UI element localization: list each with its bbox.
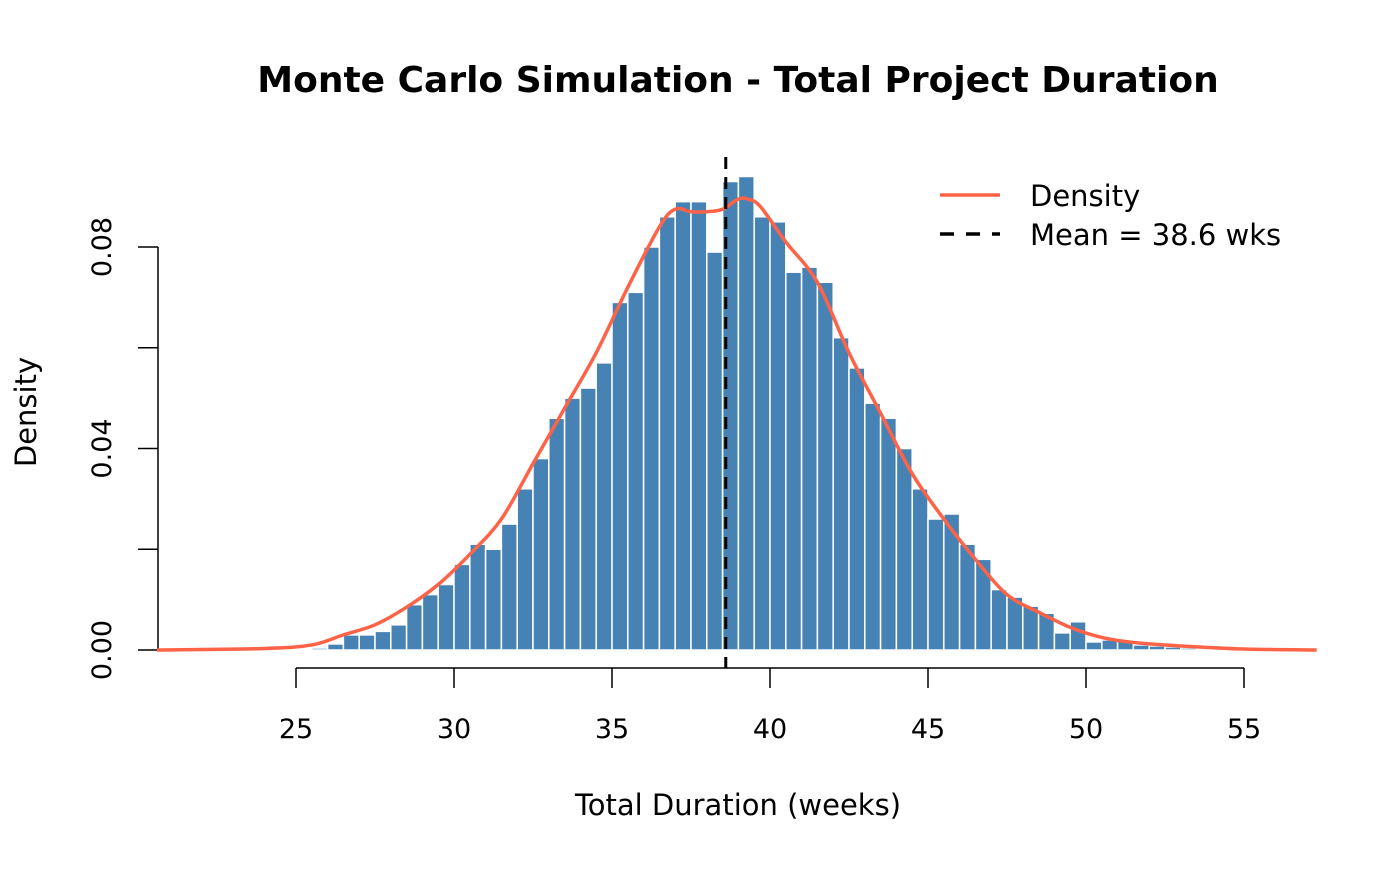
- histogram-bar: [595, 362, 613, 651]
- histogram-bar: [848, 367, 866, 651]
- histogram-bar: [516, 488, 534, 651]
- histogram-bar: [769, 221, 787, 651]
- histogram-bar: [469, 543, 487, 651]
- y-tick-label: 0.00: [87, 620, 118, 680]
- histogram-bar: [563, 397, 582, 651]
- histogram-bar: [311, 647, 329, 651]
- bars-group: [311, 175, 1214, 651]
- histogram-bar: [1053, 632, 1071, 651]
- histogram-bar: [785, 271, 803, 651]
- histogram-bar: [911, 488, 929, 651]
- x-tick-label: 25: [279, 714, 313, 745]
- histogram-bar: [405, 603, 424, 651]
- histogram-bar: [1085, 641, 1103, 651]
- chart-title: Monte Carlo Simulation - Total Project D…: [257, 60, 1218, 101]
- histogram-bar: [1069, 621, 1087, 651]
- histogram-bar: [579, 387, 597, 651]
- histogram-bar: [879, 417, 898, 651]
- legend-mean-label: Mean = 38.6 wks: [1030, 218, 1281, 252]
- histogram-bar: [374, 630, 392, 651]
- histogram-bar: [453, 563, 471, 651]
- x-axis-label: Total Duration (weeks): [574, 788, 901, 822]
- y-axis-label: Density: [9, 357, 43, 467]
- histogram-bar: [390, 624, 408, 651]
- histogram-bar: [342, 634, 360, 651]
- histogram-bar: [500, 523, 518, 651]
- histogram-bar: [421, 593, 439, 651]
- histogram-bar: [611, 301, 629, 651]
- histogram-bar: [627, 291, 645, 651]
- histogram-bar: [927, 518, 945, 651]
- histogram-bar: [532, 457, 550, 651]
- histogram-bar: [753, 216, 771, 651]
- histogram-bar: [1132, 644, 1150, 651]
- histogram-bar: [484, 548, 503, 651]
- histogram-bar: [358, 634, 376, 651]
- x-tick-label: 30: [437, 714, 471, 745]
- histogram-bar: [690, 200, 708, 651]
- x-tick-label: 50: [1069, 714, 1103, 745]
- histogram-bar: [990, 588, 1008, 651]
- histogram-bar: [326, 643, 345, 651]
- y-tick-label: 0.08: [87, 217, 118, 277]
- histogram-bar: [800, 266, 819, 651]
- x-tick-label: 55: [1227, 714, 1261, 745]
- axes-group: 25 30 35 40 45 50 55 0.00 0.04 0.08: [87, 217, 1261, 745]
- x-tick-label: 40: [753, 714, 787, 745]
- histogram-bar: [816, 281, 834, 651]
- histogram-bar: [706, 251, 724, 651]
- histogram-bar: [1037, 612, 1056, 651]
- histogram-bar: [737, 175, 755, 651]
- histogram-bar: [642, 246, 661, 651]
- histogram-bar: [658, 216, 676, 651]
- legend-density-label: Density: [1030, 179, 1140, 213]
- histogram-bar: [437, 583, 455, 651]
- histogram-bar: [958, 543, 977, 651]
- density-curve: [156, 196, 1317, 652]
- legend: Density Mean = 38.6 wks: [940, 179, 1281, 252]
- histogram-bar: [895, 447, 913, 651]
- x-tick-label: 35: [595, 714, 629, 745]
- histogram-bar: [832, 336, 850, 651]
- histogram-bar: [864, 402, 882, 651]
- histogram-bar: [548, 417, 566, 651]
- histogram-bar: [674, 200, 692, 651]
- y-tick-label: 0.04: [87, 418, 118, 478]
- x-tick-label: 45: [911, 714, 945, 745]
